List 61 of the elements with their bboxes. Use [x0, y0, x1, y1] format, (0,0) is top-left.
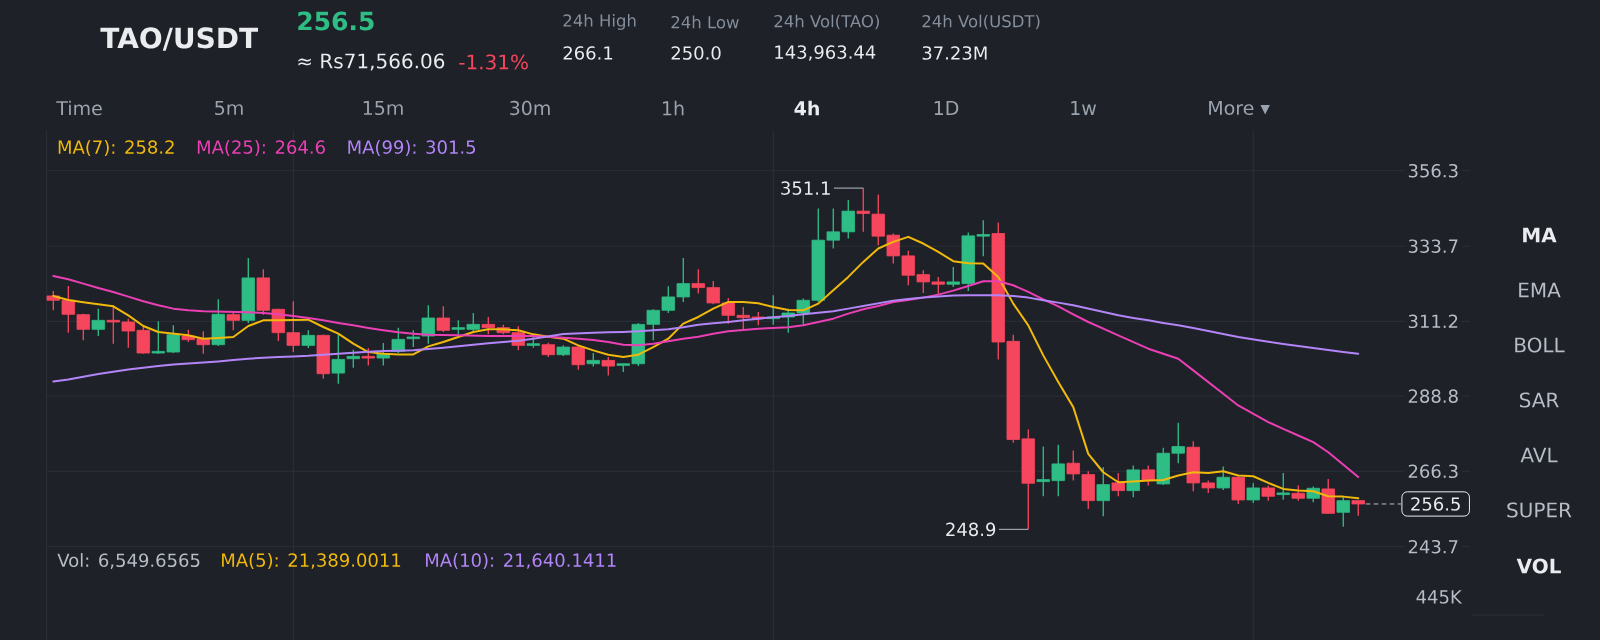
- y-tick-label: 311.2: [1408, 314, 1458, 329]
- candlestick: [376, 342, 390, 367]
- text: MA: [1523, 227, 1557, 243]
- text: MA(10): 21,640.1411: [426, 552, 616, 570]
- text: MA(5): 21,389.0011: [222, 552, 401, 570]
- text: 256.5: [298, 11, 374, 31]
- text: 24h High: [563, 14, 636, 30]
- candlestick: [1216, 465, 1230, 491]
- text: TAO/USDT: [100, 27, 258, 51]
- candlestick: [1096, 466, 1110, 517]
- text: 24h Low: [671, 15, 739, 29]
- y-tick-label: 266.3: [1408, 464, 1458, 479]
- text: 143,963.44: [775, 45, 876, 61]
- text: 4h: [794, 100, 819, 116]
- text: 5m: [215, 100, 243, 116]
- ref-line-label: 256.5: [1411, 497, 1460, 511]
- candlestick: [1126, 464, 1140, 498]
- candlestick: [226, 311, 241, 332]
- text: 1h: [663, 100, 684, 116]
- text: Time: [56, 100, 102, 116]
- text: 30m: [510, 100, 550, 116]
- y-tick-label: 333.7: [1408, 239, 1458, 253]
- text: MA(7): 258.2: [58, 139, 174, 157]
- text: SUPER: [1507, 502, 1572, 518]
- y-tick-label: 356.3: [1408, 163, 1458, 178]
- annotation: 248.9: [946, 522, 996, 537]
- y-tick-label: 288.8: [1408, 389, 1458, 403]
- candlestick: [1336, 495, 1350, 528]
- text: BOLL: [1515, 337, 1565, 353]
- text: 445K: [1416, 590, 1463, 604]
- text: ≈ Rs71,566.06: [298, 53, 445, 71]
- text: 250.0: [671, 46, 721, 60]
- text: SAR: [1520, 392, 1559, 408]
- text: VOL: [1516, 558, 1561, 574]
- text: 1w: [1071, 101, 1097, 115]
- candlestick: [331, 333, 345, 385]
- text: 24h Vol(TAO): [774, 14, 879, 30]
- text: MA(99): 301.5: [348, 139, 476, 157]
- text: Vol: 6,549.6565: [57, 553, 200, 569]
- candlestick: [1246, 482, 1260, 504]
- text: 1D: [934, 101, 959, 115]
- y-tick-label: 243.7: [1408, 539, 1458, 554]
- candlestick: [1276, 472, 1290, 501]
- candlestick: [1231, 475, 1245, 505]
- text: MA(25): 264.6: [197, 139, 325, 157]
- candlestick: [346, 349, 360, 369]
- candlestick: [571, 344, 585, 371]
- text: 266.1: [563, 46, 613, 60]
- text: EMA: [1519, 282, 1561, 298]
- candlestick: [436, 305, 450, 333]
- annotation: 351.1: [781, 181, 830, 195]
- text: 24h Vol(USDT): [922, 14, 1040, 30]
- text: 15m: [363, 100, 403, 116]
- candlestick: [91, 307, 106, 337]
- candlestick: [391, 327, 405, 354]
- candlestick: [1111, 472, 1125, 497]
- text: 37.23M: [922, 46, 987, 60]
- text: More ▾: [1209, 100, 1270, 116]
- text: -1.31%: [459, 54, 528, 70]
- text: AVL: [1520, 447, 1558, 463]
- candlestick: [601, 356, 615, 377]
